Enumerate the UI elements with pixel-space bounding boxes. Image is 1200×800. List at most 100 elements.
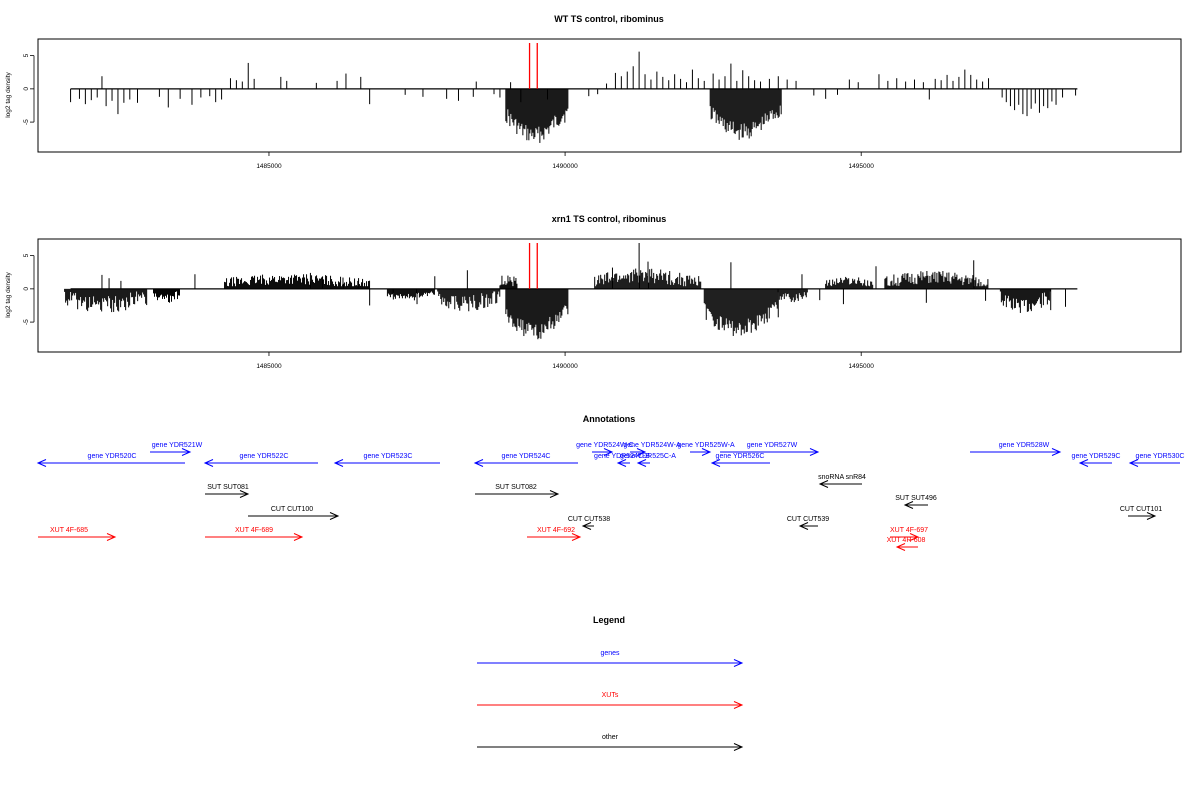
annotation-arrow: [1078, 459, 1112, 467]
arrow-head: [636, 448, 647, 456]
annotation-arrow: [473, 459, 578, 467]
arrow-head: [1146, 512, 1157, 520]
annotation-arrow: [720, 448, 820, 456]
xrn1-plot-frame: [37, 238, 1182, 353]
annotation-arrow: [527, 533, 582, 541]
y-tick-label: -5: [23, 119, 30, 125]
y-tick-label: 0: [23, 287, 30, 291]
annotation-label: gene YDR520C: [88, 453, 137, 460]
annotation-arrow: [203, 459, 318, 467]
annotation-arrow: [636, 459, 650, 467]
annotation-arrow: [205, 490, 250, 498]
legend-arrow: [477, 743, 744, 751]
x-tick-label: 1490000: [552, 363, 578, 370]
annotation-arrow: [1128, 512, 1157, 520]
wt-plot-frame: [37, 38, 1182, 153]
x-tick-label: 1485000: [256, 163, 282, 170]
arrow-head: [603, 448, 614, 456]
annotation-label: XUT 4R-608: [887, 537, 926, 544]
wt-y-axis-label: log2 tag density: [5, 71, 12, 117]
annotation-arrow: [1128, 459, 1180, 467]
annotation-arrow: [205, 533, 304, 541]
annotation-label: XUT 4F-697: [890, 527, 928, 534]
legend-title: Legend: [593, 615, 625, 625]
legend-arrow: [477, 659, 744, 667]
xrn1-x-axis: 1485000 1490000 1495000: [256, 352, 874, 370]
annotation-arrow: [710, 459, 770, 467]
annotation-label: gene YDR521W: [152, 442, 203, 449]
annotation-label: gene YDR529C: [1072, 453, 1121, 460]
legend-panel: Legend genes XUTs other: [477, 615, 744, 751]
annotation-arrow: [592, 448, 614, 456]
wt-x-axis: 1485000 1490000 1495000: [256, 152, 874, 170]
annotation-label: gene YDR526C: [716, 453, 765, 460]
annotation-arrow: [895, 543, 918, 551]
annotation-label: snoRNA snR84: [818, 474, 866, 481]
annotation-arrow: [333, 459, 440, 467]
annotation-label: gene YDR527W: [747, 442, 798, 449]
y-tick-label: 5: [23, 253, 30, 257]
arrow-head: [1051, 448, 1062, 456]
annotation-arrow: [36, 459, 185, 467]
arrow-head: [293, 533, 304, 541]
arrow-head: [329, 512, 340, 520]
annotation-arrow: [798, 522, 818, 530]
x-tick-label: 1485000: [256, 363, 282, 370]
arrow-head: [733, 743, 744, 751]
annotation-label: CUT CUT101: [1120, 506, 1162, 513]
arrow-head: [549, 490, 560, 498]
annotation-label: gene YDR524C: [502, 453, 551, 460]
arrow-head: [733, 701, 744, 709]
legend-label: other: [602, 734, 619, 741]
annotation-arrow: [890, 533, 920, 541]
annotation-features: gene YDR520C gene YDR521W gene YDR522C gene…: [36, 442, 1185, 551]
annotation-label: SUT SUT496: [895, 495, 937, 502]
arrow-head: [710, 459, 721, 467]
annotation-arrow: [248, 512, 340, 520]
annotation-label: gene YDR524W-C: [576, 442, 634, 449]
annotation-label: gene YDR525W-A: [677, 442, 735, 449]
annotation-label: gene YDR525C-A: [620, 453, 676, 460]
xrn1-y-axis: -5 0 5: [23, 253, 35, 325]
arrow-head: [333, 459, 344, 467]
annotation-label: gene YDR523C: [364, 453, 413, 460]
arrow-head: [798, 522, 809, 530]
arrow-head: [636, 459, 647, 467]
wt-track-panel: WT TS control, ribominus log2 tag densit…: [5, 14, 1182, 170]
legend-arrow: [477, 701, 744, 709]
arrow-head: [903, 501, 914, 509]
arrow-head: [106, 533, 117, 541]
x-tick-label: 1495000: [849, 363, 875, 370]
annotation-label: XUT 4F-692: [537, 527, 575, 534]
wt-feature-markers: [528, 43, 538, 89]
legend-entries: genes XUTs other: [477, 650, 744, 751]
x-tick-label: 1490000: [552, 163, 578, 170]
annotations-title: Annotations: [583, 414, 636, 424]
annotation-label: gene YDR524W-A: [623, 442, 681, 449]
arrow-head: [181, 448, 192, 456]
arrow-head: [616, 459, 627, 467]
annotation-arrow: [690, 448, 712, 456]
arrow-head: [203, 459, 214, 467]
wt-bars: [70, 51, 1077, 143]
annotation-arrow: [150, 448, 192, 456]
xrn1-y-axis-label: log2 tag density: [5, 271, 12, 317]
annotation-label: CUT CUT539: [787, 516, 829, 523]
arrow-head: [809, 448, 820, 456]
legend-label: genes: [600, 650, 620, 657]
xrn1-track-title: xrn1 TS control, ribominus: [552, 214, 667, 224]
annotation-label: gene YDR522C: [240, 453, 289, 460]
arrow-head: [581, 522, 592, 530]
xrn1-feature-markers: [528, 243, 538, 289]
arrow-head: [895, 543, 906, 551]
legend-label: XUTs: [602, 692, 619, 699]
y-tick-label: -5: [23, 319, 30, 325]
annotation-arrow: [581, 522, 594, 530]
annotation-label: XUT 4F-685: [50, 527, 88, 534]
y-tick-label: 5: [23, 53, 30, 57]
annotation-label: gene YDR530C: [1136, 453, 1185, 460]
wt-y-axis: -5 0 5: [23, 53, 35, 125]
arrow-head: [571, 533, 582, 541]
annotation-label: SUT SUT081: [207, 484, 249, 491]
